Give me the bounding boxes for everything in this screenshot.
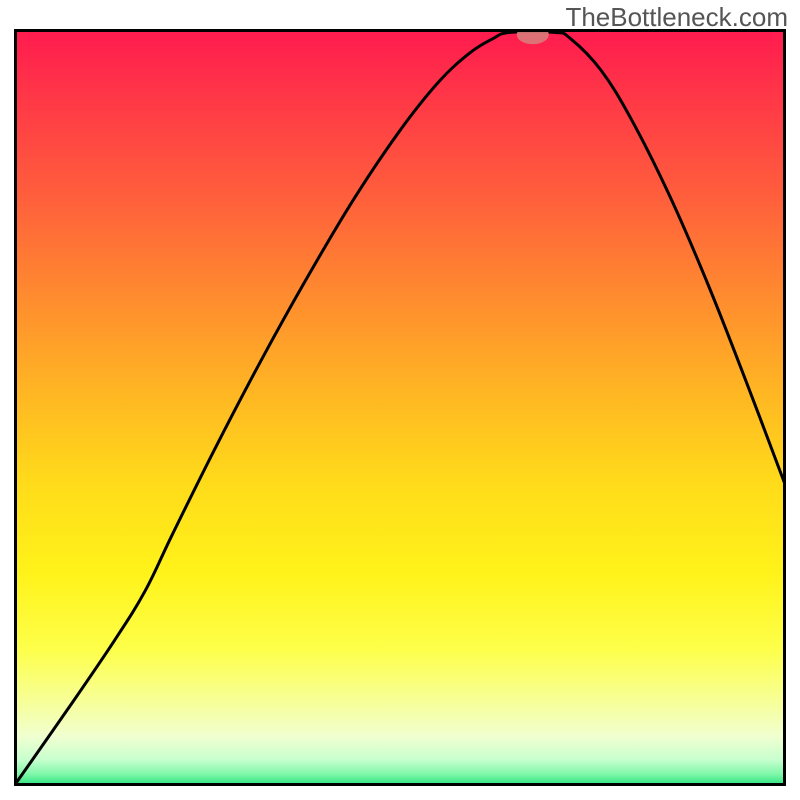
plot-background bbox=[14, 29, 786, 786]
bottleneck-chart bbox=[14, 29, 786, 786]
chart-container: TheBottleneck.com bbox=[0, 0, 800, 800]
